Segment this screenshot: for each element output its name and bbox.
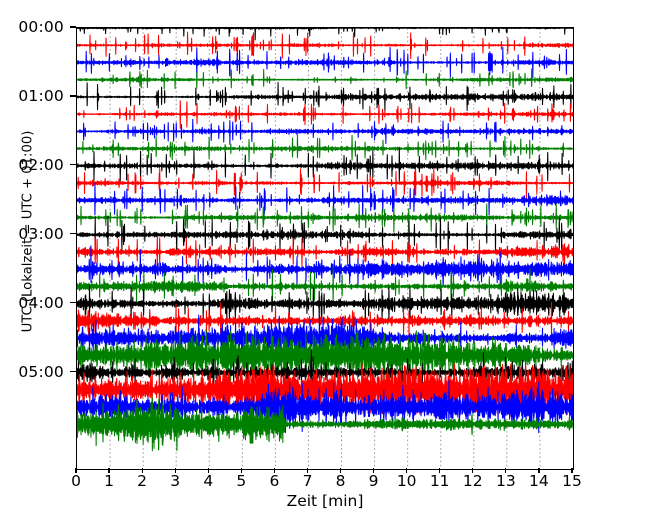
x-tick-label: 4 <box>203 472 214 490</box>
y-tick-mark <box>70 370 76 373</box>
y-tick-mark <box>70 26 76 28</box>
x-tick-label: 1 <box>104 472 115 490</box>
y-tick-label: 01:00 <box>18 86 64 105</box>
trace-0215 <box>77 168 573 200</box>
x-tick-mark <box>273 468 276 473</box>
plot-area <box>76 27 574 470</box>
y-tick-mark <box>70 95 76 97</box>
trace-0100 <box>77 82 573 112</box>
x-axis-title: Zeit [min] <box>286 492 364 510</box>
trace-0045 <box>77 68 573 90</box>
x-tick-label: 3 <box>170 472 181 490</box>
x-tick-label: 0 <box>71 472 81 490</box>
trace-0130 <box>77 118 573 145</box>
x-tick-mark <box>439 468 441 473</box>
trace-0315 <box>77 235 573 272</box>
trace-0415 <box>77 301 573 340</box>
trace-0000 <box>77 28 573 41</box>
x-tick-mark <box>472 468 474 473</box>
x-tick-mark <box>538 468 540 473</box>
y-tick-label: 00:00 <box>18 18 64 36</box>
y-tick-label: 05:00 <box>18 362 64 381</box>
x-tick-label: 15 <box>562 472 582 490</box>
x-tick-mark <box>75 468 77 473</box>
x-tick-label: 7 <box>302 472 313 490</box>
trace-0445 <box>77 328 573 383</box>
x-tick-label: 9 <box>368 472 379 490</box>
x-tick-mark <box>406 468 408 473</box>
x-tick-mark <box>372 468 375 473</box>
x-tick-mark <box>339 468 342 473</box>
trace-0145 <box>77 134 573 163</box>
y-tick-mark <box>70 302 76 304</box>
x-tick-label: 13 <box>496 472 516 490</box>
x-tick-mark <box>306 468 309 473</box>
y-axis-ticks: 00:00 01:00 02:00 03:00 04:00 05:00 <box>0 0 76 520</box>
trace-0230 <box>77 182 573 220</box>
x-tick-mark <box>505 468 507 473</box>
trace-0300 <box>77 215 573 256</box>
x-tick-mark <box>207 468 209 473</box>
trace-0030 <box>77 46 573 79</box>
trace-0530 <box>77 380 573 434</box>
trace-0345 <box>77 266 573 307</box>
x-tick-label: 11 <box>429 472 450 490</box>
y-tick-label: 02:00 <box>18 155 64 174</box>
x-tick-mark <box>240 468 242 473</box>
y-tick-label: 04:00 <box>18 293 64 312</box>
x-tick-mark <box>571 468 573 473</box>
y-tick-mark <box>70 164 76 166</box>
x-tick-mark <box>108 468 110 473</box>
x-tick-label: 2 <box>137 472 148 490</box>
x-tick-mark <box>141 468 143 473</box>
y-tick-label: 03:00 <box>18 224 64 243</box>
trace-0015 <box>77 31 573 60</box>
y-tick-mark <box>70 233 76 235</box>
trace-0200 <box>77 147 573 183</box>
trace-0115 <box>77 100 573 129</box>
x-tick-label: 14 <box>529 472 549 490</box>
trace-0245 <box>77 203 573 233</box>
x-tick-label: 6 <box>269 472 280 490</box>
x-tick-label: 8 <box>335 472 346 490</box>
seismic-traces <box>77 28 573 452</box>
x-axis-ticks: 0 1 2 3 4 5 6 7 8 9 10 11 12 13 14 15 <box>0 470 650 500</box>
x-tick-label: 10 <box>396 472 417 490</box>
x-tick-mark <box>174 468 176 473</box>
x-tick-label: 12 <box>462 472 483 490</box>
x-tick-label: 5 <box>236 472 247 490</box>
trace-0545 <box>77 397 573 452</box>
trace-0330 <box>77 245 573 289</box>
